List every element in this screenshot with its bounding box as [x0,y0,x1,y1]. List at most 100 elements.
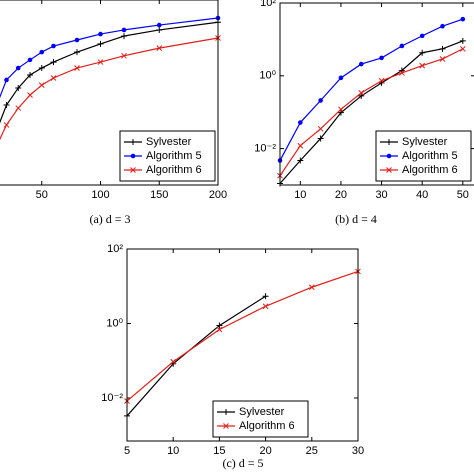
marker [97,40,104,47]
marker [15,84,22,91]
legend-label: Sylvester [239,406,285,418]
caption: (a) d = 3 [89,212,130,226]
x-tick-label: 25 [306,445,318,457]
marker [262,293,269,300]
marker [121,27,127,33]
marker [74,65,80,71]
x-tick-label: 30 [375,189,387,201]
x-tick-label: 10 [294,189,306,201]
series-line [126,270,359,402]
marker [15,105,22,111]
marker [15,65,21,71]
legend-label: Sylvester [402,136,448,148]
legend-marker [130,153,136,159]
marker [318,98,323,103]
caption: (c) d = 5 [222,456,263,470]
legend-label: Algorithm 6 [402,164,458,176]
marker [156,45,163,51]
y-tick-label: 10⁻² [254,143,276,155]
marker [297,142,304,149]
legend-label: Algorithm 5 [402,150,458,162]
x-tick-label: 40 [416,189,428,201]
marker [121,33,127,40]
marker [439,45,446,52]
marker [216,322,223,329]
marker [298,120,303,125]
series-line [0,37,219,141]
legend-label: Algorithm 6 [146,164,202,176]
marker [170,358,177,365]
marker [97,59,104,65]
marker [74,37,80,43]
marker [27,57,33,63]
legend-marker [130,139,136,145]
marker [262,303,269,310]
marker [440,23,445,29]
legend-marker [386,139,392,145]
marker [308,284,315,291]
series-line [0,21,219,124]
series-line [279,40,464,184]
legend [212,400,309,438]
legend-label: Algorithm 5 [146,150,202,162]
marker [27,71,33,78]
marker [50,59,57,66]
x-tick-label: 20 [259,445,271,457]
marker [50,75,57,81]
marker [419,49,426,56]
x-tick-label: 20 [335,189,347,201]
plot-frame [279,2,474,186]
x-tick-label: 15 [213,445,225,457]
y-tick-label: 10⁰ [259,70,276,82]
x-tick-label: 200 [209,189,227,201]
legend-marker [223,409,229,415]
marker [338,75,344,81]
x-tick-label: 150 [150,189,168,201]
x-tick-label: 30 [352,445,364,457]
marker [121,52,127,59]
x-tick-label: 100 [91,189,109,201]
marker [358,92,365,99]
marker [317,125,324,132]
marker [358,90,365,96]
x-tick-label: 50 [457,189,469,201]
marker [459,37,466,44]
x-tick-label: 50 [36,189,48,201]
marker [156,26,163,33]
marker [378,77,385,84]
marker [419,33,425,39]
marker [216,326,223,333]
legend-marker [223,423,229,429]
series-line [279,18,464,161]
legend-marker [130,167,136,173]
marker [399,43,405,49]
legend-label: Sylvester [146,136,192,148]
y-tick-label: 10² [260,0,276,9]
marker [399,70,405,76]
series-line [279,48,464,177]
marker [338,106,344,113]
marker [419,62,426,69]
marker [4,77,9,83]
marker [27,92,33,98]
series-line [126,295,266,417]
marker [379,55,384,61]
x-tick-label: 5 [124,445,130,457]
marker [38,82,45,88]
marker [98,31,103,37]
marker [337,109,344,116]
marker [317,135,324,142]
caption: (b) d = 4 [335,212,377,226]
legend-label: Algorithm 6 [239,420,295,432]
marker [297,157,304,164]
marker [74,49,80,56]
marker [51,43,56,49]
legend-marker [386,167,392,173]
marker [156,22,162,28]
y-tick-label: 10⁻² [101,392,123,404]
marker [459,45,466,52]
series-line [0,17,219,99]
y-tick-label: 10² [107,243,123,255]
marker [39,49,45,55]
